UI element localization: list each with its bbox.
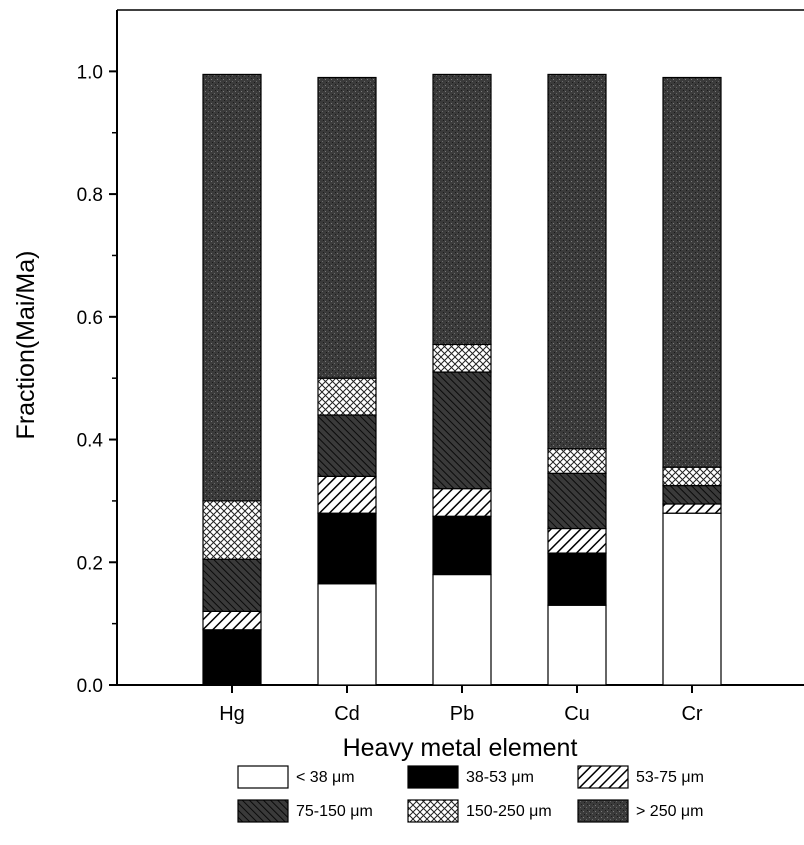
x-tick-labels: Hg Cd Pb Cu Cr [219, 685, 703, 725]
x-tick-label: Pb [450, 703, 474, 725]
bar-segment-cr [662, 512, 722, 686]
legend-swatch [577, 799, 629, 823]
legend-label: > 250 μm [636, 803, 703, 820]
bar-segment-cr [662, 466, 722, 487]
bar-segment-cu [547, 527, 607, 554]
legend-swatch [407, 765, 459, 789]
y-axis-title: Fraction(Mai/Ma) [12, 251, 40, 440]
legend-swatch [407, 799, 459, 823]
bar-segment-hg [202, 610, 262, 631]
bar-segment-cu [547, 604, 607, 686]
legend-label: 75-150 μm [296, 803, 373, 820]
bar-segment-cd [317, 76, 377, 379]
bar-segment-hg [202, 629, 262, 686]
legend-label: 53-75 μm [636, 769, 704, 786]
bar-segment-pb [432, 488, 492, 517]
legend-label: 38-53 μm [466, 769, 534, 786]
legend-label: < 38 μm [296, 769, 355, 786]
bar-segment-hg [202, 500, 262, 560]
bar-segment-cu [547, 472, 607, 530]
x-tick-label: Hg [219, 703, 245, 725]
legend-swatch [237, 799, 289, 823]
x-tick-label: Cu [564, 703, 590, 725]
bar-segment-cd [317, 512, 377, 585]
bar-segment-cd [317, 377, 377, 416]
y-tick-label: 0.6 [77, 308, 103, 329]
legend-swatch [237, 765, 289, 789]
y-tick-label: 0.8 [77, 185, 103, 206]
bar-segment-pb [432, 343, 492, 373]
bar-segment-pb [432, 573, 492, 686]
y-tick-label: 0.2 [77, 553, 103, 574]
bar-segment-cd [317, 475, 377, 514]
legend: < 38 μm 38-53 μm 53-75 μm 75-150 μm 150-250 … [237, 765, 704, 823]
legend-swatch [577, 765, 629, 789]
legend-label: 150-250 μm [466, 803, 552, 820]
bar-segment-cr [662, 484, 722, 505]
bar-segment-pb [432, 371, 492, 490]
y-tick-label: 0.4 [77, 431, 104, 452]
bar-segment-cu [547, 552, 607, 606]
y-ticks: 0.0 0.2 0.4 0.6 0.8 1.0 [77, 62, 117, 697]
x-axis-title: Heavy metal element [343, 734, 578, 762]
bar-segment-pb [432, 73, 492, 346]
y-tick-label: 0.0 [77, 676, 103, 697]
x-tick-label: Cr [681, 703, 702, 725]
bar-segment-cd [317, 414, 377, 477]
bar-segment-cr [662, 76, 722, 468]
bar-segment-cd [317, 583, 377, 686]
bar-segment-cu [547, 448, 607, 474]
bars [202, 73, 722, 686]
bar-segment-hg [202, 73, 262, 502]
bar-segment-pb [432, 515, 492, 576]
bar-segment-cu [547, 73, 607, 450]
y-tick-label: 1.0 [77, 62, 103, 83]
bar-segment-cr [662, 503, 722, 514]
x-tick-label: Cd [334, 703, 360, 725]
bar-segment-hg [202, 558, 262, 612]
